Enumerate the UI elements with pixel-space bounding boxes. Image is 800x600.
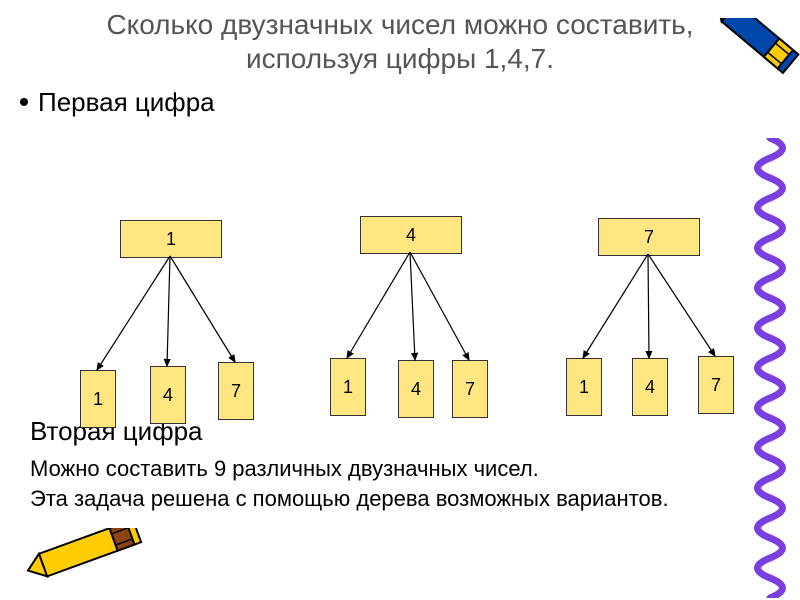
tree-leaf-box: 1 [566,358,602,416]
tree-root-box: 1 [120,220,222,258]
tree-leaf-box: 1 [330,358,366,416]
tree-root-box: 7 [598,218,700,256]
conclusion-line2: Эта задача решена с помощью дерева возмо… [30,484,750,514]
conclusion-line1: Можно составить 9 различных двузначных ч… [30,454,750,484]
first-digit-label: Первая цифра [20,87,800,118]
crayon-icon [700,18,800,148]
bullet-icon [20,98,28,106]
first-digit-text: Первая цифра [38,87,215,117]
conclusion-text: Можно составить 9 различных двузначных ч… [30,454,750,513]
tree-root-box: 4 [360,216,462,254]
tree-leaf-box: 7 [452,360,488,418]
tree-leaf-box: 4 [398,360,434,418]
tree-leaf-box: 4 [150,366,186,424]
tree-leaf-box: 4 [632,358,668,416]
crayon-icon [20,528,170,600]
tree-leaf-box: 7 [218,362,254,420]
page-title: Сколько двузначных чисел можно составить… [60,8,740,75]
tree-leaf-box: 7 [698,356,734,414]
squiggle-decor [740,138,800,598]
tree-leaf-box: 1 [80,370,116,428]
